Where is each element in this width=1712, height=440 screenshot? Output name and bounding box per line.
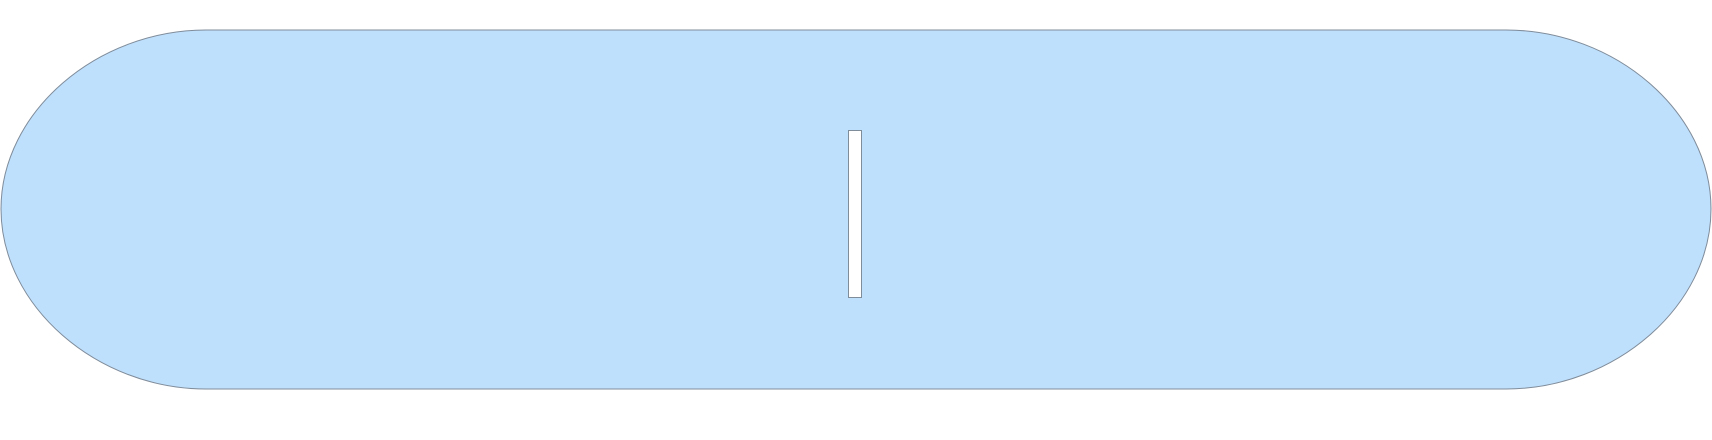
text-cursor-box[interactable] <box>848 130 862 298</box>
